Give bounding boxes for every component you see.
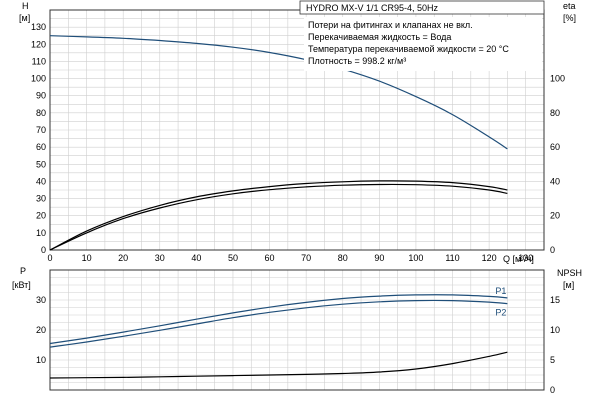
x-tick-label: 70 [301,253,311,263]
top-right-axis-unit: [%] [563,13,576,23]
x-tick-label: 90 [374,253,384,263]
top-panel-tick-labels: 0 10 20 30 40 50 60 70 80 90 100 110 120 130 0 10 20 30 40… [31,22,565,263]
series-label: P2 [495,308,506,318]
x-tick-label: 10 [82,253,92,263]
x-tick-label: 110 [445,253,459,263]
series-label: P1 [495,286,506,296]
y-left-tick-label: 30 [36,194,46,204]
y-left-tick-label: 50 [36,159,46,169]
y-left-tick-label: 120 [31,39,46,49]
x-tick-label: 0 [47,253,52,263]
x-tick-label: 120 [482,253,497,263]
x-tick-label: 100 [408,253,423,263]
note-line: Плотность = 998.2 кг/м³ [308,56,406,66]
x-tick-label: 130 [518,253,533,263]
y-left-tick-label: 20 [36,325,46,335]
y-right-tick-label: 5 [550,355,555,365]
y-right-tick-label: 100 [550,74,565,84]
x-tick-label: 20 [118,253,128,263]
series-line [49,294,508,345]
y-left-tick-label: 90 [36,91,46,101]
bottom-right-axis-label: NPSH [557,268,582,278]
y-right-tick-label: 15 [550,295,560,305]
top-panel-frame [49,9,545,251]
x-tick-label: 40 [191,253,201,263]
y-right-tick-label: 20 [550,211,560,221]
y-right-tick-label: 0 [550,245,555,255]
bottom-left-axis-label: P [20,266,26,276]
note-line: Потери на фитингах и клапанах не вкл. [308,20,473,30]
y-left-tick-label: 130 [31,22,46,32]
top-left-axis-label: H [22,1,29,11]
y-left-tick-label: 110 [32,56,46,66]
top-panel-curves [49,35,508,251]
y-left-tick-label: 70 [36,125,46,135]
notes-background [304,17,542,71]
series-line [49,299,508,348]
bottom-panel-tick-labels: 10 20 30 0 5 10 15 [36,295,560,395]
y-right-tick-label: 10 [550,325,560,335]
bottom-panel-curves: P1 P2 [49,286,508,379]
y-left-tick-label: 10 [36,228,46,238]
y-left-tick-label: 80 [36,108,46,118]
chart-title: HYDRO MX-V 1/1 CR95-4, 50Hz [306,3,439,13]
bottom-right-axis-unit: [м] [563,280,574,290]
series-line [49,35,508,150]
y-left-tick-label: 20 [36,211,46,221]
y-right-tick-label: 80 [550,108,560,118]
x-tick-label: 80 [338,253,348,263]
series-line [49,183,508,251]
y-left-tick-label: 30 [36,295,46,305]
title-box [299,0,545,15]
y-left-tick-label: 40 [36,176,46,186]
note-line: Перекачиваемая жидкость = Вода [308,32,451,42]
x-tick-label: 60 [265,253,275,263]
top-left-axis-unit: [м] [19,13,30,23]
x-axis-label: Q [м³/ч] [503,254,534,264]
note-line: Температура перекачиваемой жидкости = 20… [308,44,509,54]
y-left-tick-label: 60 [36,142,46,152]
y-left-tick-label: 0 [41,245,46,255]
y-left-tick-label: 10 [36,355,46,365]
y-left-tick-label: 100 [31,74,46,84]
y-right-tick-label: 60 [550,142,560,152]
bottom-left-axis-unit: [кВт] [12,280,31,290]
x-tick-label: 50 [228,253,238,263]
series-line [49,351,508,379]
bottom-panel-frame [49,269,545,391]
top-panel-grid [50,10,544,250]
series-line [49,180,508,251]
y-right-tick-label: 40 [550,176,560,186]
y-right-tick-label: 0 [550,385,555,395]
top-right-axis-label: eta [563,1,576,11]
x-tick-label: 30 [155,253,165,263]
